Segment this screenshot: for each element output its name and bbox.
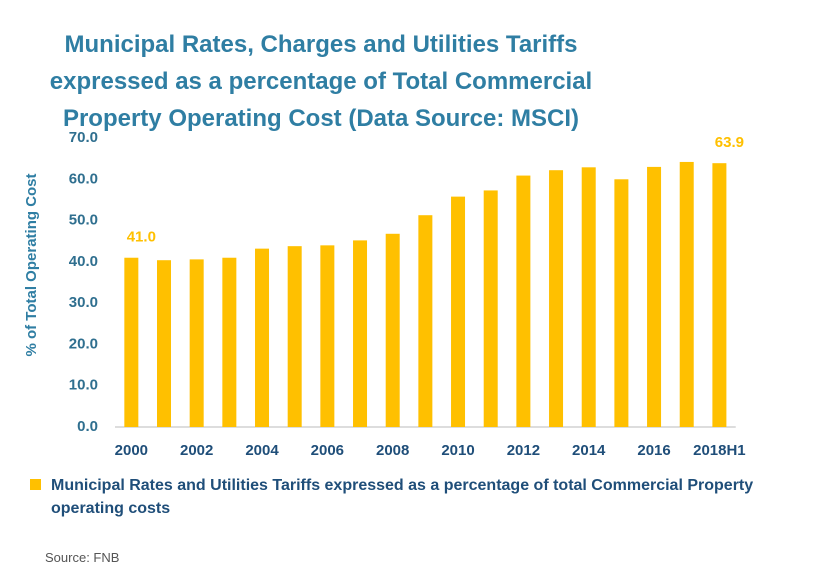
y-tick-label: 40.0	[69, 253, 98, 270]
x-tick-label: 2010	[441, 442, 474, 459]
bar	[483, 190, 498, 427]
bar	[222, 257, 237, 427]
bar	[614, 179, 629, 427]
x-tick-label: 2000	[115, 442, 148, 459]
y-axis-title: % of Total Operating Cost	[23, 173, 40, 356]
y-tick-label: 20.0	[69, 335, 98, 352]
bar	[516, 175, 531, 427]
y-tick-label: 30.0	[69, 294, 98, 311]
legend-swatch	[30, 479, 41, 490]
chart-title: Municipal Rates, Charges and Utilities T…	[49, 31, 593, 132]
x-tick-label: 2018H1	[693, 442, 746, 459]
x-tick-label: 2006	[311, 442, 344, 459]
bar	[712, 163, 727, 428]
legend: Municipal Rates and Utilities Tariffs ex…	[30, 474, 820, 520]
bar	[157, 260, 172, 427]
bar	[353, 240, 368, 427]
bar	[647, 166, 662, 427]
bar	[287, 246, 302, 427]
bar	[189, 259, 204, 427]
bar	[385, 233, 400, 427]
value-label: 41.0	[127, 229, 156, 246]
bar	[255, 248, 270, 427]
legend-label: Municipal Rates and Utilities Tariffs ex…	[51, 477, 754, 517]
bar	[581, 167, 596, 427]
x-tick-label: 2004	[245, 442, 279, 459]
y-tick-label: 0.0	[77, 418, 98, 435]
bar	[418, 215, 433, 427]
y-tick-label: 70.0	[69, 129, 98, 146]
source-note: Source: FNB	[45, 550, 120, 565]
bar	[451, 196, 466, 427]
x-tick-label: 2002	[180, 442, 213, 459]
y-tick-label: 10.0	[69, 377, 98, 394]
x-tick-label: 2016	[637, 442, 670, 459]
bar	[549, 170, 564, 427]
bar	[679, 161, 694, 427]
bar	[124, 257, 139, 427]
x-tick-label: 2008	[376, 442, 409, 459]
x-tick-label: 2012	[507, 442, 540, 459]
bar	[320, 245, 335, 427]
value-label: 63.9	[715, 134, 744, 151]
y-tick-label: 50.0	[69, 212, 98, 229]
x-tick-label: 2014	[572, 442, 606, 459]
y-tick-label: 60.0	[69, 170, 98, 187]
